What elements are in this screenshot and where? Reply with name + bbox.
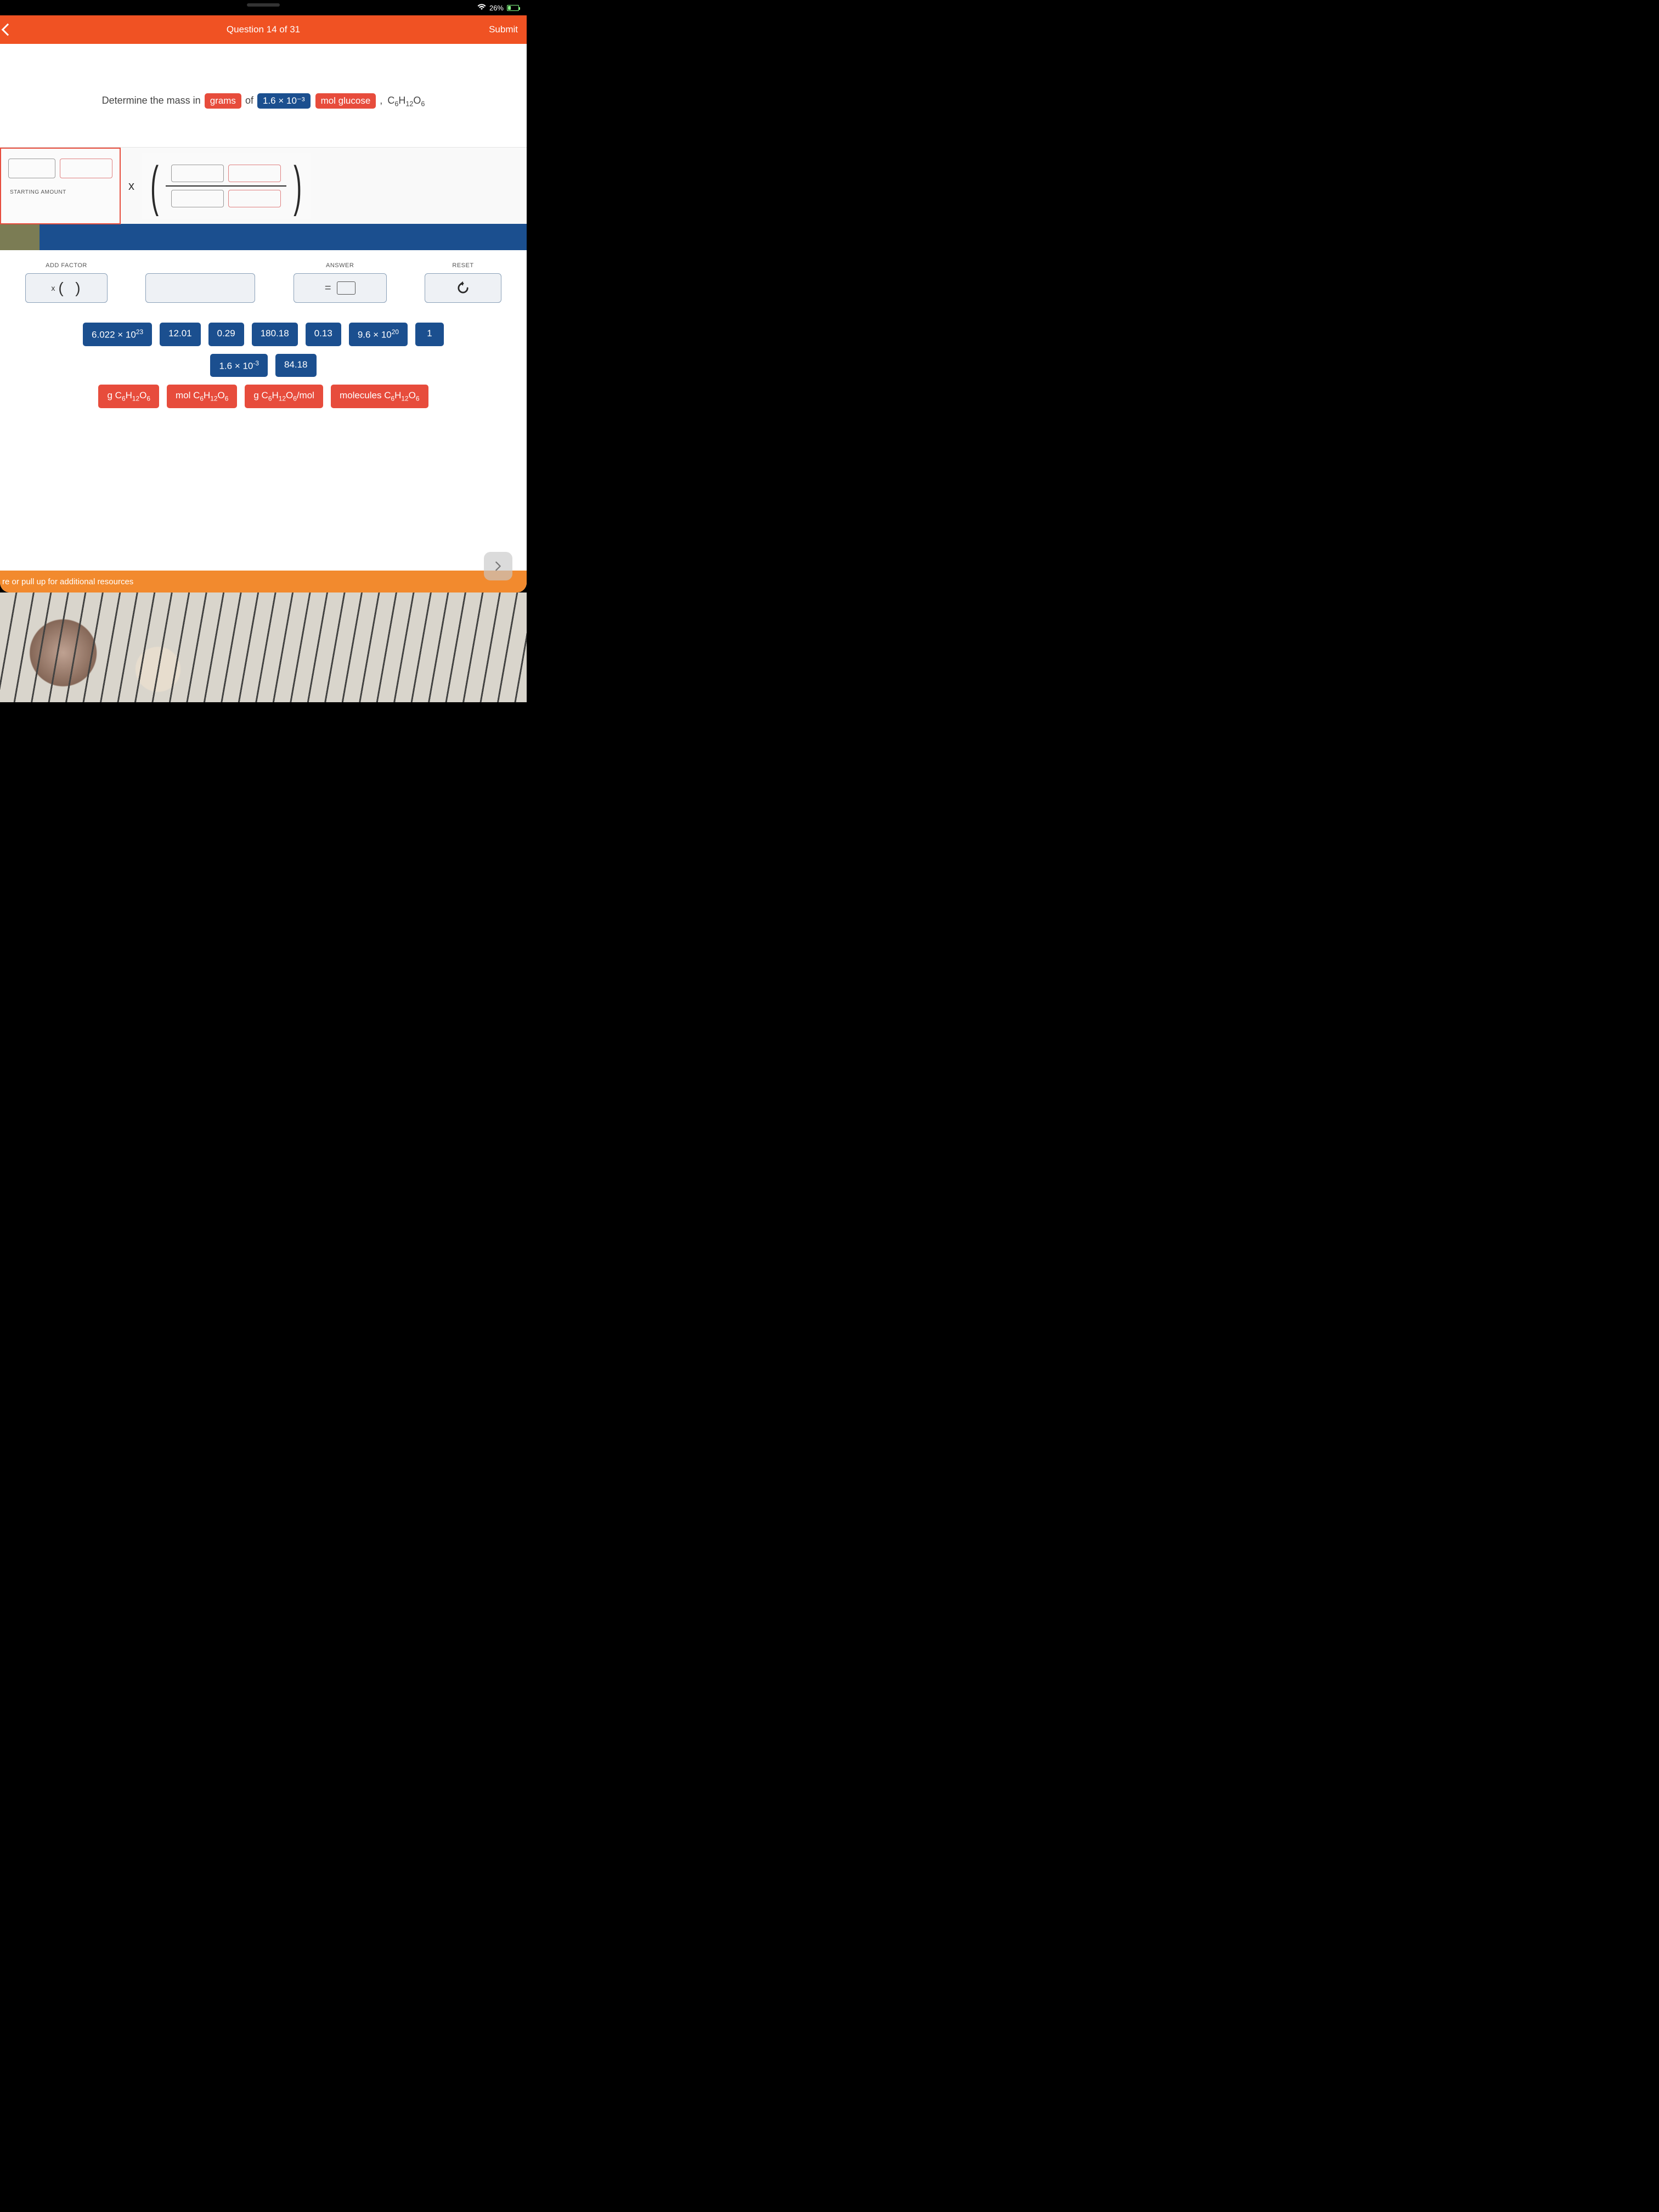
blank-button[interactable] xyxy=(145,273,255,303)
unit-pill: grams xyxy=(205,93,241,109)
battery-percent: 26% xyxy=(489,4,504,12)
wifi-icon xyxy=(477,4,486,12)
footer-hint-text: re or pull up for additional resources xyxy=(2,577,133,586)
value-tile[interactable]: 0.13 xyxy=(306,323,341,346)
unit-tile[interactable]: g C6H12O6/mol xyxy=(245,385,323,408)
conversion-factor-box[interactable]: ( ) xyxy=(142,153,311,219)
denominator-unit-slot[interactable] xyxy=(228,190,281,207)
formula: C6H12O6 xyxy=(387,95,425,106)
starting-value-slot[interactable] xyxy=(8,159,55,178)
starting-amount-box[interactable]: STARTING AMOUNT xyxy=(0,148,121,224)
spacer-label xyxy=(200,262,202,269)
header-bar: Question 14 of 31 Submit xyxy=(0,15,527,44)
device-frame: 26% Question 14 of 31 Submit Determine t… xyxy=(0,0,527,592)
divider-strip xyxy=(0,224,527,250)
footer-hint-bar[interactable]: re or pull up for additional resources xyxy=(0,571,527,592)
question-counter: Question 14 of 31 xyxy=(227,24,300,35)
right-paren: ) xyxy=(294,164,302,208)
value-tile[interactable]: 9.6 × 1020 xyxy=(349,323,408,346)
next-button[interactable] xyxy=(484,552,512,580)
question-text: Determine the mass in grams of 1.6 × 10⁻… xyxy=(0,44,527,147)
starting-amount-label: STARTING AMOUNT xyxy=(7,189,114,195)
value-tile[interactable]: 1 xyxy=(415,323,444,346)
reset-label: RESET xyxy=(452,262,473,269)
submit-button[interactable]: Submit xyxy=(489,24,518,35)
work-row: STARTING AMOUNT x ( ) xyxy=(0,147,527,224)
value-tile[interactable]: 1.6 × 10-3 xyxy=(210,354,268,377)
answer-label: ANSWER xyxy=(326,262,354,269)
value-tile[interactable]: 6.022 × 1023 xyxy=(83,323,152,346)
substance-pill: mol glucose xyxy=(315,93,376,109)
multiply-symbol: x xyxy=(121,179,142,193)
olive-accent xyxy=(0,224,40,250)
fraction xyxy=(166,165,286,207)
value-tile[interactable]: 180.18 xyxy=(252,323,298,346)
question-comma: , xyxy=(380,95,382,106)
value-tile[interactable]: 12.01 xyxy=(160,323,201,346)
quantity-pill: 1.6 × 10⁻³ xyxy=(257,93,311,109)
unit-tile[interactable]: mol C6H12O6 xyxy=(167,385,237,408)
reset-button[interactable] xyxy=(425,273,501,303)
value-tile[interactable]: 84.18 xyxy=(275,354,317,377)
add-factor-button[interactable]: x( ) xyxy=(25,273,108,303)
question-of: of xyxy=(245,95,253,106)
numerator-unit-slot[interactable] xyxy=(228,165,281,182)
question-prefix: Determine the mass in xyxy=(102,95,201,106)
back-button[interactable] xyxy=(2,24,14,36)
notch xyxy=(247,3,280,7)
starting-unit-slot[interactable] xyxy=(60,159,112,178)
battery-icon xyxy=(507,5,519,11)
left-paren: ( xyxy=(150,164,159,208)
answer-tiles: 6.022 × 1023 12.01 0.29 180.18 0.13 9.6 × 102… xyxy=(25,323,501,408)
value-tile[interactable]: 0.29 xyxy=(208,323,244,346)
answer-button[interactable]: = xyxy=(294,273,387,303)
denominator-value-slot[interactable] xyxy=(171,190,224,207)
status-bar: 26% xyxy=(0,0,527,15)
controls-area: ADD FACTOR x( ) ANSWER = RESET xyxy=(0,250,527,414)
fraction-bar xyxy=(166,185,286,187)
numerator-value-slot[interactable] xyxy=(171,165,224,182)
add-factor-label: ADD FACTOR xyxy=(46,262,87,269)
background-fabric xyxy=(0,592,527,702)
unit-tile[interactable]: g C6H12O6 xyxy=(98,385,159,408)
unit-tile[interactable]: molecules C6H12O6 xyxy=(331,385,428,408)
